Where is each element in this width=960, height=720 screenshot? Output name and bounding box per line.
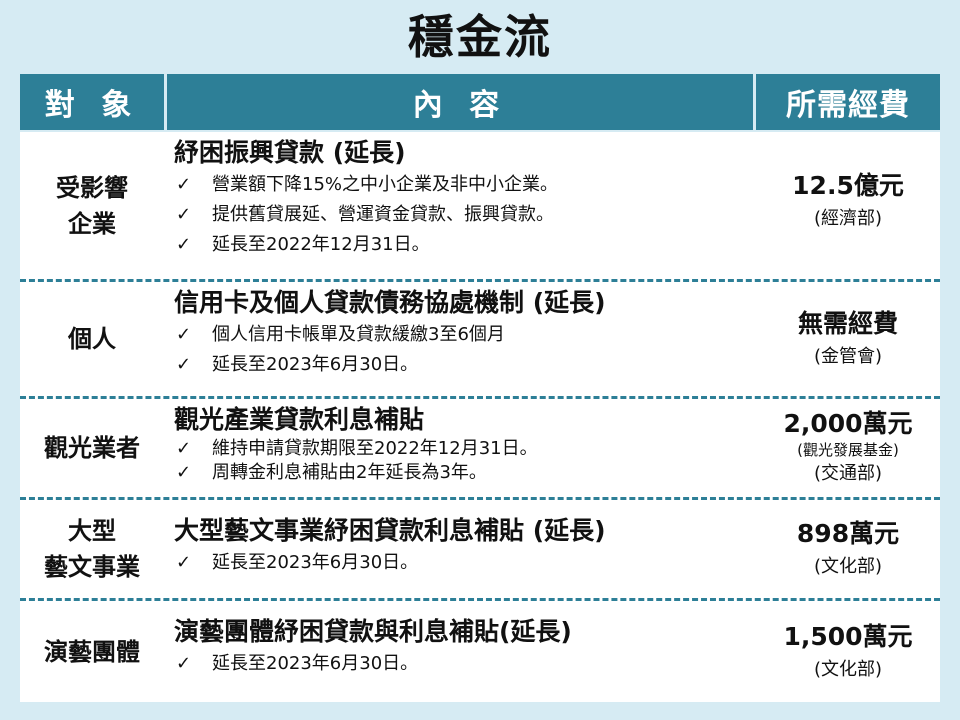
row-cost: 無需經費 (金管會) — [756, 282, 940, 396]
check-icon: ✓ — [176, 324, 192, 345]
list-item-text: 周轉金利息補貼由2年延長為3年。 — [212, 462, 487, 483]
row-content: 紓困振興貸款 (延長) ✓ 營業額下降15%之中小企業及非中小企業。 ✓ 提供舊貸展… — [174, 136, 764, 260]
cost-department: (文化部) — [813, 556, 883, 577]
check-icon: ✓ — [176, 552, 192, 573]
measure-title: 大型藝文事業紓困貸款利息補貼 (延長) — [174, 516, 606, 545]
table-row: 個人 信用卡及個人貸款債務協處機制 (延長) ✓ 個人信用卡帳單及貸款緩繳3至6個… — [20, 282, 940, 399]
subject-line: 觀光業者 — [44, 434, 140, 462]
check-icon: ✓ — [176, 174, 192, 195]
list-item-text: 延長至2022年12月31日。 — [212, 234, 430, 255]
check-icon: ✓ — [176, 204, 192, 225]
row-cost: 12.5億元 (經濟部) — [756, 132, 940, 279]
cost-amount: 無需經費 — [797, 309, 898, 338]
list-item-text: 提供舊貸展延、營運資金貸款、振興貸款。 — [212, 204, 554, 225]
list-item: ✓ 延長至2023年6月30日。 — [174, 548, 764, 578]
list-item-text: 延長至2023年6月30日。 — [212, 552, 419, 573]
check-icon: ✓ — [176, 234, 192, 255]
row-content: 大型藝文事業紓困貸款利息補貼 (延長) ✓ 延長至2023年6月30日。 — [174, 514, 764, 578]
cost-amount: 12.5億元 — [792, 171, 904, 200]
cost-department: (交通部) — [813, 463, 883, 484]
list-item: ✓ 維持申請貸款期限至2022年12月31日。 — [174, 437, 764, 461]
list-item: ✓ 個人信用卡帳單及貸款緩繳3至6個月 — [174, 320, 764, 350]
cost-fund: (觀光發展基金) — [797, 441, 899, 459]
cost-department: (經濟部) — [813, 208, 883, 229]
row-subject: 觀光業者 — [20, 399, 164, 497]
row-subject: 大型 藝文事業 — [20, 500, 164, 598]
list-item: ✓ 提供舊貸展延、營運資金貸款、振興貸款。 — [174, 200, 764, 230]
subject-line: 演藝團體 — [44, 637, 140, 666]
header-cost: 所需經費 — [756, 74, 940, 130]
cost-amount: 898萬元 — [796, 519, 900, 548]
table-row: 觀光業者 觀光產業貸款利息補貼 ✓ 維持申請貸款期限至2022年12月31日。 ✓… — [20, 399, 940, 500]
row-subject: 演藝團體 — [20, 601, 164, 702]
list-item: ✓ 營業額下降15%之中小企業及非中小企業。 — [174, 170, 764, 200]
check-icon: ✓ — [176, 438, 192, 459]
row-cost: 898萬元 (文化部) — [756, 500, 940, 598]
cost-department: (金管會) — [813, 346, 883, 367]
subject-line: 受影響 — [56, 173, 128, 202]
table-header: 對 象 內 容 所需經費 — [20, 74, 940, 130]
subject-line: 藝文事業 — [44, 553, 140, 581]
cost-amount: 1,500萬元 — [783, 621, 913, 651]
subject-line: 企業 — [68, 209, 116, 238]
list-item-text: 營業額下降15%之中小企業及非中小企業。 — [212, 174, 559, 195]
list-item: ✓ 周轉金利息補貼由2年延長為3年。 — [174, 461, 764, 485]
header-subject: 對 象 — [20, 74, 164, 130]
list-item-text: 維持申請貸款期限至2022年12月31日。 — [212, 438, 538, 459]
measure-title: 信用卡及個人貸款債務協處機制 (延長) — [174, 288, 606, 317]
check-icon: ✓ — [176, 462, 192, 483]
row-content: 演藝團體紓困貸款與利息補貼(延長) ✓ 延長至2023年6月30日。 — [174, 615, 764, 679]
list-item-text: 延長至2023年6月30日。 — [212, 653, 419, 674]
header-content: 內 容 — [167, 74, 753, 130]
list-item-text: 延長至2023年6月30日。 — [212, 354, 419, 375]
list-item-text: 個人信用卡帳單及貸款緩繳3至6個月 — [212, 324, 505, 345]
check-icon: ✓ — [176, 354, 192, 375]
row-cost: 1,500萬元 (文化部) — [756, 601, 940, 702]
row-content: 觀光產業貸款利息補貼 ✓ 維持申請貸款期限至2022年12月31日。 ✓ 周轉金利息… — [174, 403, 764, 485]
list-item: ✓ 延長至2023年6月30日。 — [174, 649, 764, 679]
measure-title: 紓困振興貸款 (延長) — [174, 138, 406, 167]
list-item: ✓ 延長至2023年6月30日。 — [174, 350, 764, 380]
page-title: 穩金流 — [408, 10, 552, 64]
row-content: 信用卡及個人貸款債務協處機制 (延長) ✓ 個人信用卡帳單及貸款緩繳3至6個月 ✓… — [174, 286, 764, 380]
subject-line: 大型 — [68, 517, 116, 545]
check-icon: ✓ — [176, 653, 192, 674]
table-row: 受影響 企業 紓困振興貸款 (延長) ✓ 營業額下降15%之中小企業及非中小企業。… — [20, 132, 940, 282]
list-item: ✓ 延長至2022年12月31日。 — [174, 230, 764, 260]
measure-title: 演藝團體紓困貸款與利息補貼(延長) — [174, 617, 572, 646]
measure-title: 觀光產業貸款利息補貼 — [174, 405, 425, 434]
row-subject: 個人 — [20, 282, 164, 396]
row-subject: 受影響 企業 — [20, 132, 164, 279]
table-body: 受影響 企業 紓困振興貸款 (延長) ✓ 營業額下降15%之中小企業及非中小企業。… — [20, 132, 940, 702]
table-row: 演藝團體 演藝團體紓困貸款與利息補貼(延長) ✓ 延長至2023年6月30日。 1… — [20, 601, 940, 702]
row-cost: 2,000萬元 (觀光發展基金) (交通部) — [756, 399, 940, 497]
cost-amount: 2,000萬元 — [783, 409, 913, 438]
subject-line: 個人 — [68, 325, 116, 353]
cost-department: (文化部) — [813, 658, 883, 680]
table-row: 大型 藝文事業 大型藝文事業紓困貸款利息補貼 (延長) ✓ 延長至2023年6月3… — [20, 500, 940, 601]
